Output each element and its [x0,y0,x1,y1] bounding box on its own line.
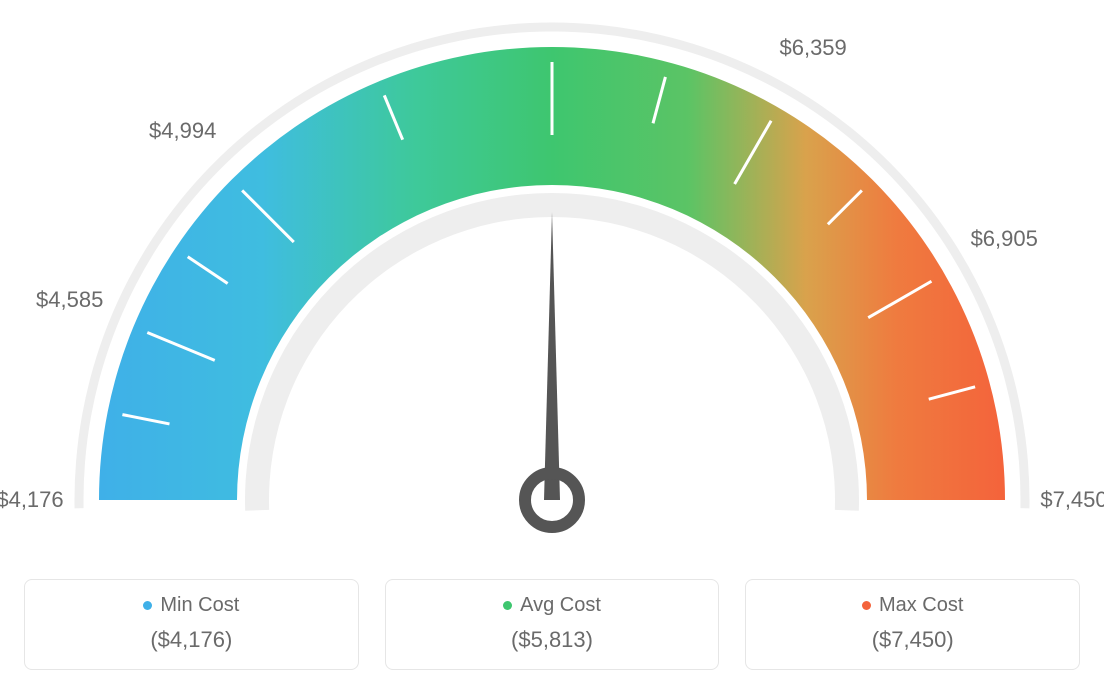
legend-dot-min [143,601,152,610]
legend-dot-max [862,601,871,610]
gauge-tick-label: $6,359 [779,35,846,61]
gauge-area: $4,176$4,585$4,994$5,813$6,359$6,905$7,4… [0,0,1104,560]
legend-title-min: Min Cost [143,594,239,617]
legend-card-avg: Avg Cost ($5,813) [385,579,720,670]
legend-title-max: Max Cost [862,594,963,617]
legend-title-text-min: Min Cost [160,594,239,617]
gauge-tick-label: $4,176 [0,487,64,513]
gauge-chart-container: $4,176$4,585$4,994$5,813$6,359$6,905$7,4… [0,0,1104,690]
legend-card-min: Min Cost ($4,176) [24,579,359,670]
legend-title-avg: Avg Cost [503,594,601,617]
gauge-tick-label: $7,450 [1040,487,1104,513]
gauge-tick-label: $6,905 [971,226,1038,252]
gauge-tick-label: $4,585 [36,287,103,313]
legend-dot-avg [503,601,512,610]
gauge-svg [0,0,1104,560]
legend-value-max: ($7,450) [756,627,1069,653]
legend-title-text-avg: Avg Cost [520,594,601,617]
legend-value-min: ($4,176) [35,627,348,653]
legend-row: Min Cost ($4,176) Avg Cost ($5,813) Max … [0,579,1104,670]
gauge-tick-label: $4,994 [149,118,216,144]
legend-title-text-max: Max Cost [879,594,963,617]
legend-card-max: Max Cost ($7,450) [745,579,1080,670]
legend-value-avg: ($5,813) [396,627,709,653]
